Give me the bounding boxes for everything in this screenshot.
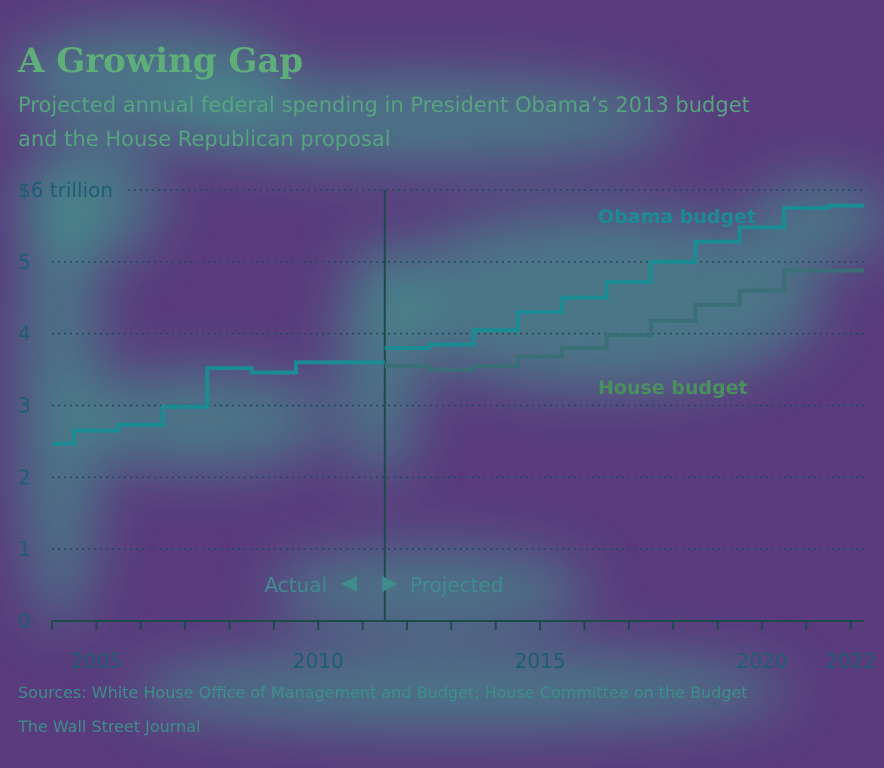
glow-blob-3: [20, 170, 100, 630]
series-label-obama-budget: Obama budget: [598, 206, 756, 228]
y-tick-label-1: 1: [18, 537, 31, 561]
chart-title: A Growing Gap: [17, 41, 303, 81]
chart-subtitle-line-1: Projected annual federal spending in Pre…: [18, 93, 750, 117]
chart-sources: Sources: White House Office of Managemen…: [18, 683, 748, 702]
y-tick-label-4: 4: [18, 322, 31, 346]
x-tick-label-4: 2022: [825, 649, 876, 673]
glow-blob-1: [160, 75, 680, 165]
y-tick-label-0: 0: [18, 609, 31, 633]
series-lines: [52, 203, 864, 446]
x-axis-ticks: 2005 2010 2015 2020 2022: [51, 621, 876, 673]
glow-blob-7: [130, 650, 790, 730]
x-tick-label-0: 2005: [71, 649, 122, 673]
glow-overlay: [10, 25, 884, 730]
annotation-projected: Projected: [410, 573, 503, 597]
y-tick-label-3: 3: [18, 394, 31, 418]
x-tick-label-3: 2020: [736, 649, 787, 673]
y-tick-label-2: 2: [18, 465, 31, 489]
series-label-house-budget: House budget: [598, 377, 748, 399]
glow-blob-9: [750, 180, 884, 260]
y-tick-label-6: $6 trillion: [18, 178, 113, 202]
series-line-actual: [52, 360, 385, 446]
glow-blob-6: [70, 370, 330, 470]
glow-blob-5: [380, 210, 820, 390]
arrow-left-icon: [341, 576, 357, 592]
arrow-right-icon: [382, 576, 398, 592]
glow-blob-8: [270, 550, 590, 630]
x-tick-label-2: 2015: [515, 649, 566, 673]
grid-lines: [52, 189, 864, 550]
series-line-house-budget: [384, 268, 864, 372]
y-tick-label-5: 5: [18, 250, 31, 274]
annotation-actual: Actual: [264, 573, 327, 597]
series-line-obama-budget: [384, 203, 864, 351]
x-tick-label-1: 2010: [293, 649, 344, 673]
chart-subtitle-line-2: and the House Republican proposal: [18, 127, 391, 151]
y-axis-ticks: 0 1 2 3 4 5 $6 trillion: [18, 178, 113, 633]
chart-credit: The Wall Street Journal: [17, 717, 200, 736]
